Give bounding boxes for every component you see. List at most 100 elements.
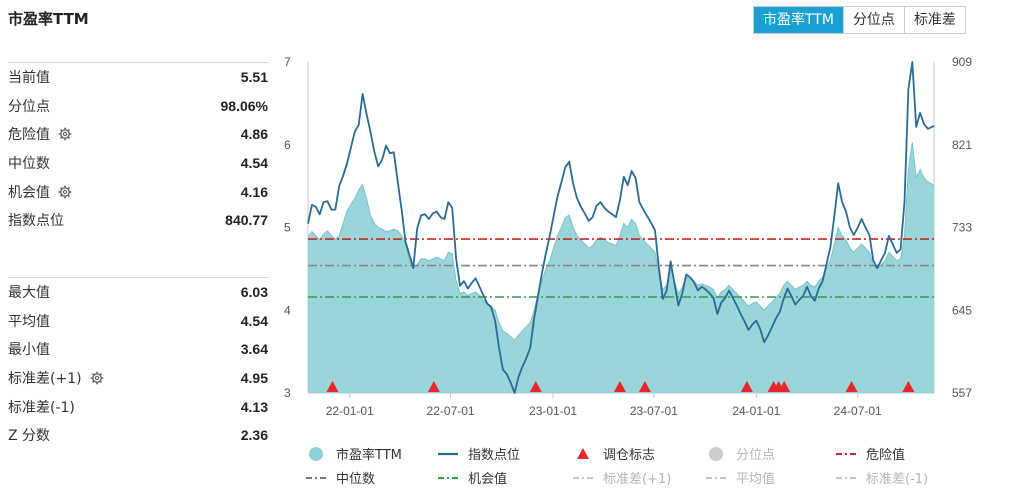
rebalance-marker	[613, 381, 626, 392]
x-tick-label: 23-01-01	[529, 404, 577, 418]
stat-row: 中位数 4.54	[8, 149, 268, 178]
stat-row: 指数点位 840.77	[8, 206, 268, 235]
index-line	[307, 61, 935, 394]
stat-row: 平均值 4.54	[8, 307, 268, 336]
stat-label: 分位点	[8, 96, 50, 116]
stat-label: 标准差(-1)	[8, 397, 75, 417]
stat-label-text: 平均值	[8, 313, 50, 330]
rebalance-marker	[740, 381, 753, 392]
legend-label: 标准差(+1)	[603, 472, 671, 487]
y-left-tick-label: 3	[284, 386, 291, 400]
stat-row: Z 分数 2.36	[8, 421, 268, 450]
x-tick-label: 24-01-01	[732, 404, 780, 418]
stat-label: 当前值	[8, 67, 50, 87]
stat-value: 98.06%	[220, 97, 268, 114]
legend-item: 标准差(-1)	[836, 472, 928, 487]
legend-item: 调仓标志	[577, 448, 655, 463]
stat-label-text: Z 分数	[8, 428, 51, 445]
y-right-tick-label: 821	[952, 138, 972, 152]
y-right-tick-label: 909	[952, 55, 972, 69]
gear-icon[interactable]	[58, 185, 72, 199]
y-left-tick-label: 7	[284, 55, 291, 69]
stat-value: 4.95	[240, 370, 268, 387]
rebalance-marker	[529, 381, 542, 392]
x-tick-label: 22-07-01	[427, 404, 475, 418]
tab-percentile[interactable]: 分位点	[842, 7, 904, 33]
stat-label: 最大值	[8, 282, 50, 302]
legend-label: 危险值	[866, 447, 905, 463]
stats-panel-summary: 最大值 6.03 平均值 4.54 最小值 3.64 标准差(+1) 4.95 标准差(-1) 4…	[8, 277, 268, 450]
stat-label-text: 最大值	[8, 285, 50, 302]
legend-item: 机会值	[438, 471, 507, 487]
y-left-tick-label: 5	[284, 221, 291, 235]
tab-pe-ttm[interactable]: 市盈率TTM	[754, 7, 843, 33]
legend-item: 指数点位	[438, 448, 520, 463]
stat-row: 最大值 6.03	[8, 278, 268, 307]
stats-panel-current: 当前值 5.51 分位点 98.06% 危险值 4.86 中位数 4.54 机会值 4.16 指数点…	[8, 62, 268, 235]
stat-label-text: 指数点位	[8, 213, 64, 230]
stat-label: 平均值	[8, 311, 50, 331]
stat-value: 6.03	[240, 284, 268, 301]
pe-area	[308, 142, 934, 393]
x-tick-label: 24-07-01	[834, 404, 882, 418]
stat-label: 最小值	[8, 339, 50, 359]
stat-label-text: 标准差(+1)	[8, 371, 82, 388]
tab-std-dev[interactable]: 标准差	[903, 7, 965, 33]
stat-value: 5.51	[240, 69, 268, 86]
x-tick-label: 22-01-01	[326, 404, 374, 418]
divider	[8, 62, 268, 63]
legend-item: 平均值	[706, 471, 775, 487]
legend-item: 分位点	[709, 447, 775, 463]
tab-bar: 市盈率TTM 分位点 标准差	[753, 6, 966, 34]
stat-label-text: 标准差(-1)	[8, 399, 75, 416]
stat-label-text: 分位点	[8, 98, 50, 115]
legend-label: 机会值	[468, 471, 507, 487]
rebalance-marker	[902, 381, 915, 392]
stat-value: 3.64	[240, 341, 268, 358]
stat-value: 4.16	[240, 183, 268, 200]
legend-label: 调仓标志	[603, 448, 655, 463]
gear-icon[interactable]	[58, 127, 72, 141]
legend-label: 平均值	[736, 471, 775, 487]
gear-icon[interactable]	[90, 371, 104, 385]
stat-label-text: 最小值	[8, 342, 50, 359]
legend-dot-icon	[709, 447, 723, 461]
rebalance-marker	[326, 381, 339, 392]
y-right-tick-label: 645	[952, 303, 972, 317]
stat-label: 中位数	[8, 153, 50, 173]
stat-label: 标准差(+1)	[8, 368, 104, 388]
legend-label: 分位点	[736, 448, 775, 463]
stat-label-text: 机会值	[8, 184, 50, 201]
divider	[8, 277, 268, 278]
legend-dot-icon	[309, 447, 323, 461]
stat-value: 2.36	[240, 427, 268, 444]
legend-label: 标准差(-1)	[866, 472, 928, 487]
legend-item: 市盈率TTM	[309, 447, 402, 463]
legend-item: 标准差(+1)	[573, 472, 671, 487]
stat-row: 当前值 5.51	[8, 63, 268, 92]
legend-label: 市盈率TTM	[336, 447, 402, 463]
x-tick-label: 23-07-01	[630, 404, 678, 418]
stat-row: 标准差(+1) 4.95	[8, 364, 268, 393]
stat-label-text: 中位数	[8, 156, 50, 173]
stat-value: 4.13	[240, 398, 268, 415]
y-left-tick-label: 6	[284, 138, 291, 152]
stat-value: 4.86	[240, 126, 268, 143]
stat-value: 840.77	[225, 212, 268, 229]
stat-label-text: 当前值	[8, 70, 50, 87]
stat-value: 4.54	[240, 312, 268, 329]
page-title: 市盈率TTM	[8, 10, 89, 28]
stat-label: 指数点位	[8, 210, 64, 230]
stat-label: Z 分数	[8, 425, 50, 445]
stat-row: 危险值 4.86	[8, 120, 268, 149]
rebalance-marker	[427, 381, 440, 392]
rebalance-marker	[778, 381, 791, 392]
stat-row: 标准差(-1) 4.13	[8, 392, 268, 421]
legend-triangle-icon	[577, 448, 589, 459]
legend-item: 危险值	[836, 447, 905, 463]
stat-row: 机会值 4.16	[8, 177, 268, 206]
stat-label: 机会值	[8, 182, 72, 202]
stat-label: 危险值	[8, 124, 72, 144]
stat-row: 分位点 98.06%	[8, 92, 268, 121]
